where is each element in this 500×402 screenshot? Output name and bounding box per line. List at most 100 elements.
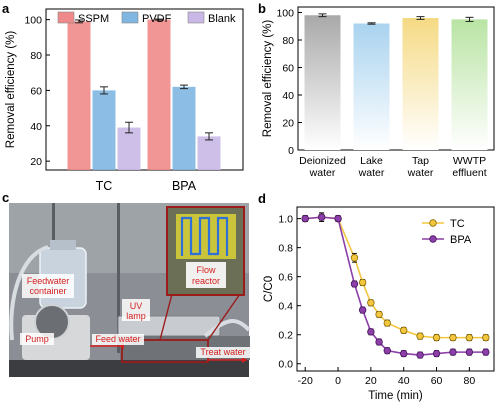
point-bpa <box>358 306 367 314</box>
treat-water-label: Treat water <box>200 347 245 357</box>
point-tc <box>449 333 457 342</box>
feedwater-label-bg <box>22 274 74 298</box>
legend-label-tc: TC <box>450 218 465 230</box>
plot-frame-d <box>296 206 495 372</box>
y-axis-label-b: Removal efficiency (%) <box>262 20 274 138</box>
point-bpa <box>317 213 326 221</box>
legend-label-pvdf: PVDF <box>142 13 172 25</box>
y-tick-label-d: 0.2 <box>278 330 293 342</box>
point-tc <box>367 299 375 307</box>
point-bpa <box>367 328 375 336</box>
bar-sspm <box>67 21 91 171</box>
point-tc <box>432 333 441 342</box>
category-label-b: Tap <box>412 155 429 167</box>
plot-frame-b <box>297 6 495 151</box>
bar-pvdf <box>172 86 196 170</box>
y-tick-label-d: 0.8 <box>278 243 293 255</box>
pump-label: Pump <box>25 334 49 344</box>
point-tc <box>350 254 359 262</box>
category-label-b: effluent <box>452 167 486 179</box>
y-tick-label-a: 80 <box>30 50 42 62</box>
zoom-line-left <box>159 293 173 341</box>
feedwater-label-line1: Feedwater <box>27 276 70 286</box>
x-tick-label-d: 0 <box>335 375 341 387</box>
point-tc <box>416 332 424 340</box>
tube-right <box>203 319 251 338</box>
legend-label-blank: Blank <box>208 13 236 25</box>
y-tick-label-a: 40 <box>30 121 42 133</box>
point-bpa <box>383 346 391 355</box>
pump-label-bg <box>20 333 54 345</box>
point-bpa <box>301 214 309 223</box>
reactor-label-line1: Flow <box>196 265 216 275</box>
category-label-a: BPA <box>172 179 197 193</box>
legend-swatch-sspm <box>57 11 75 24</box>
uv-label-line1: UV <box>130 301 143 311</box>
y-tick-label-d: 0.4 <box>278 301 293 313</box>
flow-path-arrows <box>180 216 229 256</box>
x-tick-label-d: 20 <box>365 375 377 387</box>
tube-left <box>9 245 49 341</box>
y-tick-label-d: 0.0 <box>278 359 293 371</box>
bar-blank <box>197 136 221 170</box>
point-bpa <box>375 338 383 346</box>
point-bpa <box>482 348 490 356</box>
point-bpa <box>334 214 342 223</box>
bar-sspm <box>147 19 171 170</box>
photo-stand-rod-2 <box>117 203 120 353</box>
x-tick-label-d: 80 <box>464 375 476 387</box>
legend-swatch-pvdf <box>121 11 139 24</box>
uv-label-line2: lamp <box>126 311 146 321</box>
zoom-line-right <box>207 293 241 341</box>
plot-frame-a <box>45 8 244 171</box>
legend-label-sspm: SSPM <box>78 13 109 25</box>
y-axis-label-d: C/C0 <box>263 276 275 302</box>
x-tick-label-d: 60 <box>431 375 443 387</box>
y-axis-label-a: Removal efficiency (%) <box>5 31 17 149</box>
y-tick-label-b: 80 <box>282 35 294 47</box>
uv-label-bg <box>122 299 150 321</box>
x-tick-label-d: 40 <box>398 375 410 387</box>
category-label-b: Lake <box>360 155 383 167</box>
panel-label-d: d <box>258 191 266 206</box>
category-label-a: TC <box>96 179 113 193</box>
chart-a: 20 40 60 80 100 Removal efficiency (%) TC BPA SS… <box>5 8 244 193</box>
photo-setup: Feedwater container UV lamp Flow reactor… <box>9 203 251 377</box>
x-tick-label-d: -20 <box>298 375 313 387</box>
category-label-b: water <box>309 167 336 179</box>
point-bpa <box>432 349 441 358</box>
container-neck <box>50 240 76 250</box>
bar-blank <box>117 127 141 170</box>
panel-label-b: b <box>258 1 266 16</box>
chart-d: 0.0 0.2 0.4 0.6 0.8 1.0 -20 0 20 40 60 80 Time (min)… <box>263 206 495 402</box>
legend-label-bpa: BPA <box>450 234 472 246</box>
point-bpa <box>350 280 359 288</box>
panel-label-a: a <box>2 1 10 16</box>
feed-water-label-bg <box>92 334 144 345</box>
point-tc <box>400 326 408 335</box>
y-tick-label-a: 20 <box>30 156 42 168</box>
point-tc <box>465 333 474 342</box>
bar-deionized-water <box>304 15 341 150</box>
point-bpa <box>416 351 424 359</box>
y-tick-label-d: 1.0 <box>278 214 293 226</box>
bar-pvdf <box>92 90 116 170</box>
y-tick-label-b: 40 <box>282 90 294 102</box>
category-label-b: Deionized <box>299 155 346 167</box>
feed-water-label: Feed water <box>95 334 140 344</box>
point-tc <box>358 278 367 287</box>
point-bpa <box>449 348 457 356</box>
point-bpa <box>465 348 474 356</box>
treat-arrow-head <box>242 357 247 363</box>
x-axis-label-d: Time (min) <box>368 390 423 402</box>
point-tc <box>482 333 490 342</box>
legend-marker-tc <box>429 219 437 227</box>
panel-label-c: c <box>2 190 9 205</box>
reactor-label-bg <box>186 262 226 288</box>
point-bpa <box>400 349 408 358</box>
reactor-label-line2: reactor <box>192 276 220 286</box>
bar-tap-water <box>402 18 439 150</box>
y-tick-label-b: 20 <box>282 118 294 130</box>
